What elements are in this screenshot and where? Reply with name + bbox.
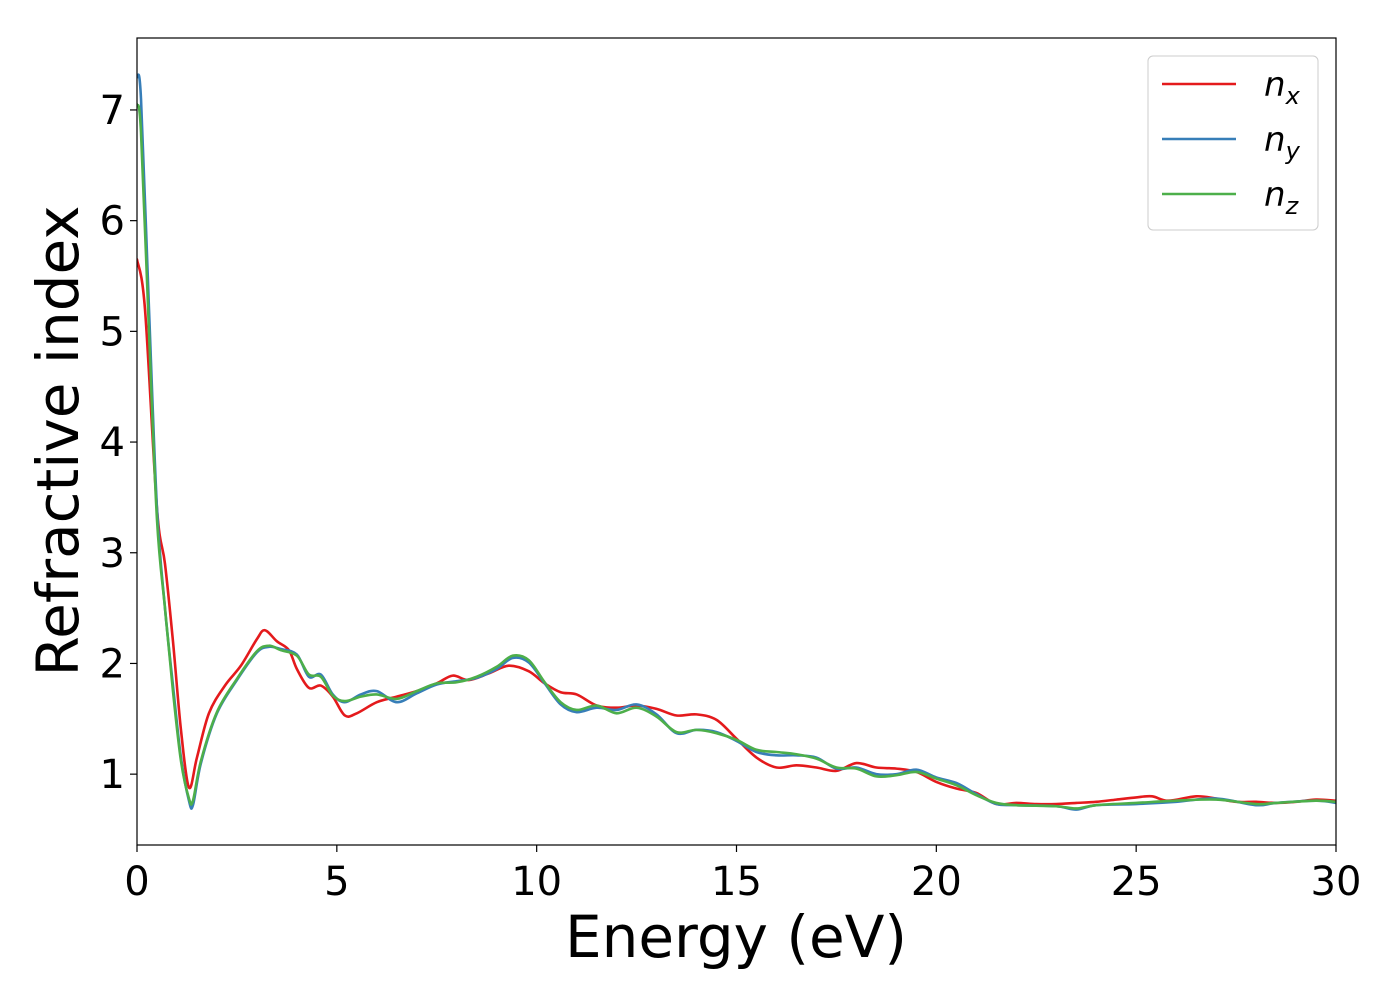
x-tick-label: 0 (124, 859, 149, 905)
legend-label: nx (1264, 65, 1301, 110)
y-tick-label: 7 (100, 88, 125, 134)
x-axis: 0 5 10 15 20 25 30 (124, 845, 1361, 905)
x-axis-label: Energy (eV) (565, 903, 907, 971)
y-tick-label: 4 (100, 420, 125, 466)
legend-label-subscript: z (1285, 192, 1300, 220)
legend-label: nz (1264, 175, 1300, 220)
legend-label-base: n (1264, 65, 1286, 105)
x-tick-label: 20 (911, 859, 962, 905)
y-tick-label: 5 (100, 309, 125, 355)
x-tick-label: 5 (324, 859, 349, 905)
y-tick-label: 3 (100, 531, 125, 577)
series-group (137, 73, 1336, 811)
legend-label-base: n (1264, 120, 1286, 160)
y-tick-label: 1 (100, 752, 125, 798)
legend-label: ny (1264, 120, 1301, 165)
y-tick-label: 2 (100, 641, 125, 687)
y-axis: 1 2 3 4 5 6 7 (100, 88, 137, 798)
y-axis-label: Refractive index (24, 205, 92, 676)
series-line-n-x (137, 258, 1336, 806)
legend-box (1147, 55, 1319, 231)
legend-label-base: n (1264, 175, 1286, 215)
series-line-n-z (137, 103, 1336, 810)
x-tick-label: 15 (711, 859, 762, 905)
x-tick-label: 25 (1111, 859, 1162, 905)
y-tick-label: 6 (100, 199, 125, 245)
x-tick-label: 10 (511, 859, 562, 905)
x-tick-label: 30 (1311, 859, 1362, 905)
legend-label-subscript: y (1285, 137, 1301, 165)
legend-label-subscript: x (1285, 82, 1301, 110)
